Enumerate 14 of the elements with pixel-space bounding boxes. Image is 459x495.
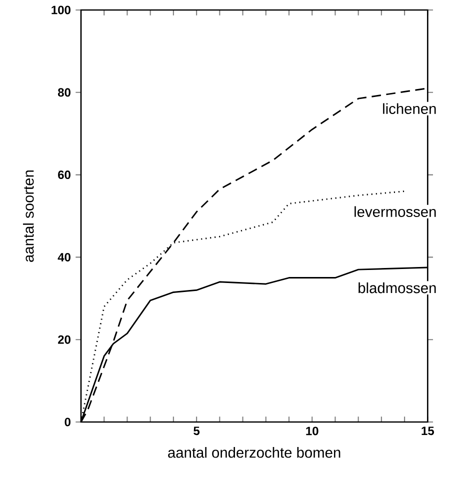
y-tick-label: 20 — [58, 335, 70, 344]
x-tick-label: 5 — [194, 426, 200, 436]
y-tick-label: 100 — [52, 6, 70, 14]
x-tick-label: 15 — [422, 426, 434, 436]
x-tick-label: 10 — [306, 426, 318, 436]
y-tick-label: 0 — [64, 418, 70, 426]
series-label: bladmossen — [358, 282, 436, 294]
series-label: lichenen — [383, 103, 436, 114]
x-axis-title: aantal onderzochte bomen — [168, 447, 340, 458]
y-tick-label: 60 — [58, 170, 70, 180]
y-tick-label: 80 — [58, 88, 70, 97]
y-tick-label: 40 — [58, 252, 70, 262]
series-label: levermossen — [354, 206, 436, 217]
y-axis-title: aantal soorten — [23, 170, 34, 262]
